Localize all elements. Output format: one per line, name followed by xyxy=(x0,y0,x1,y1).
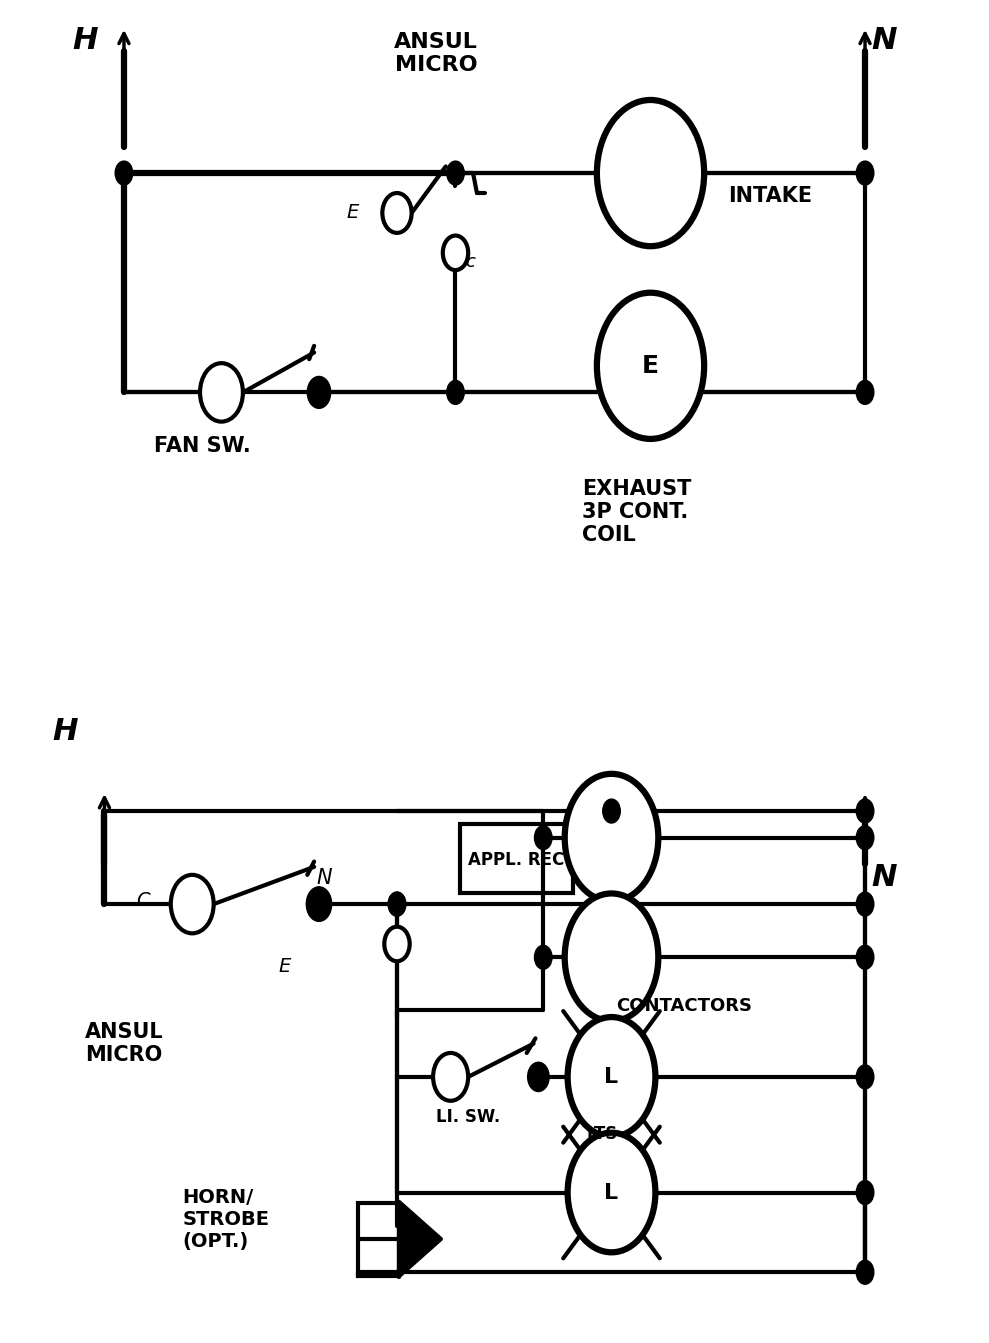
Circle shape xyxy=(565,774,659,901)
Circle shape xyxy=(856,892,874,916)
Text: L: L xyxy=(604,1183,618,1202)
Polygon shape xyxy=(399,1202,441,1276)
Text: E: E xyxy=(347,203,359,223)
Text: c: c xyxy=(465,252,475,271)
Text: L: L xyxy=(604,1066,618,1086)
Circle shape xyxy=(597,293,704,439)
Circle shape xyxy=(308,376,330,408)
Circle shape xyxy=(528,1062,549,1092)
Circle shape xyxy=(447,380,464,404)
Circle shape xyxy=(565,893,659,1021)
Circle shape xyxy=(389,892,405,916)
Text: INTAKE: INTAKE xyxy=(729,185,813,205)
Text: N: N xyxy=(316,868,331,888)
Circle shape xyxy=(200,363,243,422)
Text: CONTACTORS: CONTACTORS xyxy=(616,998,753,1015)
Text: APPL. REC.: APPL. REC. xyxy=(468,851,571,869)
Circle shape xyxy=(389,892,405,916)
Circle shape xyxy=(307,886,331,921)
Text: EXHAUST
3P CONT.
COIL: EXHAUST 3P CONT. COIL xyxy=(583,478,691,545)
Circle shape xyxy=(856,161,874,185)
Circle shape xyxy=(856,380,874,404)
Text: E: E xyxy=(279,958,291,976)
Text: ANSUL
MICRO: ANSUL MICRO xyxy=(394,32,478,75)
Circle shape xyxy=(433,1053,468,1101)
Circle shape xyxy=(856,1065,874,1089)
Text: H: H xyxy=(52,717,78,745)
Circle shape xyxy=(443,235,468,270)
Bar xyxy=(358,1203,399,1276)
Text: FAN SW.: FAN SW. xyxy=(153,435,250,455)
Bar xyxy=(460,825,573,893)
Text: HORN/
STROBE
(OPT.): HORN/ STROBE (OPT.) xyxy=(182,1187,269,1250)
Circle shape xyxy=(568,1132,656,1252)
Circle shape xyxy=(856,799,874,823)
Circle shape xyxy=(115,161,133,185)
Circle shape xyxy=(171,874,214,933)
Circle shape xyxy=(597,99,704,246)
Text: E: E xyxy=(642,353,659,377)
Circle shape xyxy=(602,799,620,823)
Circle shape xyxy=(385,927,409,962)
Circle shape xyxy=(856,945,874,970)
Text: LTS: LTS xyxy=(586,1125,617,1143)
Text: ANSUL
MICRO: ANSUL MICRO xyxy=(85,1022,163,1065)
Circle shape xyxy=(383,193,411,232)
Circle shape xyxy=(856,1180,874,1205)
Text: N: N xyxy=(871,864,897,892)
Circle shape xyxy=(534,826,552,850)
Circle shape xyxy=(568,1017,656,1136)
Text: LI. SW.: LI. SW. xyxy=(436,1108,500,1125)
Circle shape xyxy=(534,945,552,970)
Text: H: H xyxy=(72,26,98,55)
Circle shape xyxy=(856,826,874,850)
Circle shape xyxy=(447,161,464,185)
Text: N: N xyxy=(871,26,897,55)
Circle shape xyxy=(856,1260,874,1284)
Text: C: C xyxy=(136,890,150,909)
